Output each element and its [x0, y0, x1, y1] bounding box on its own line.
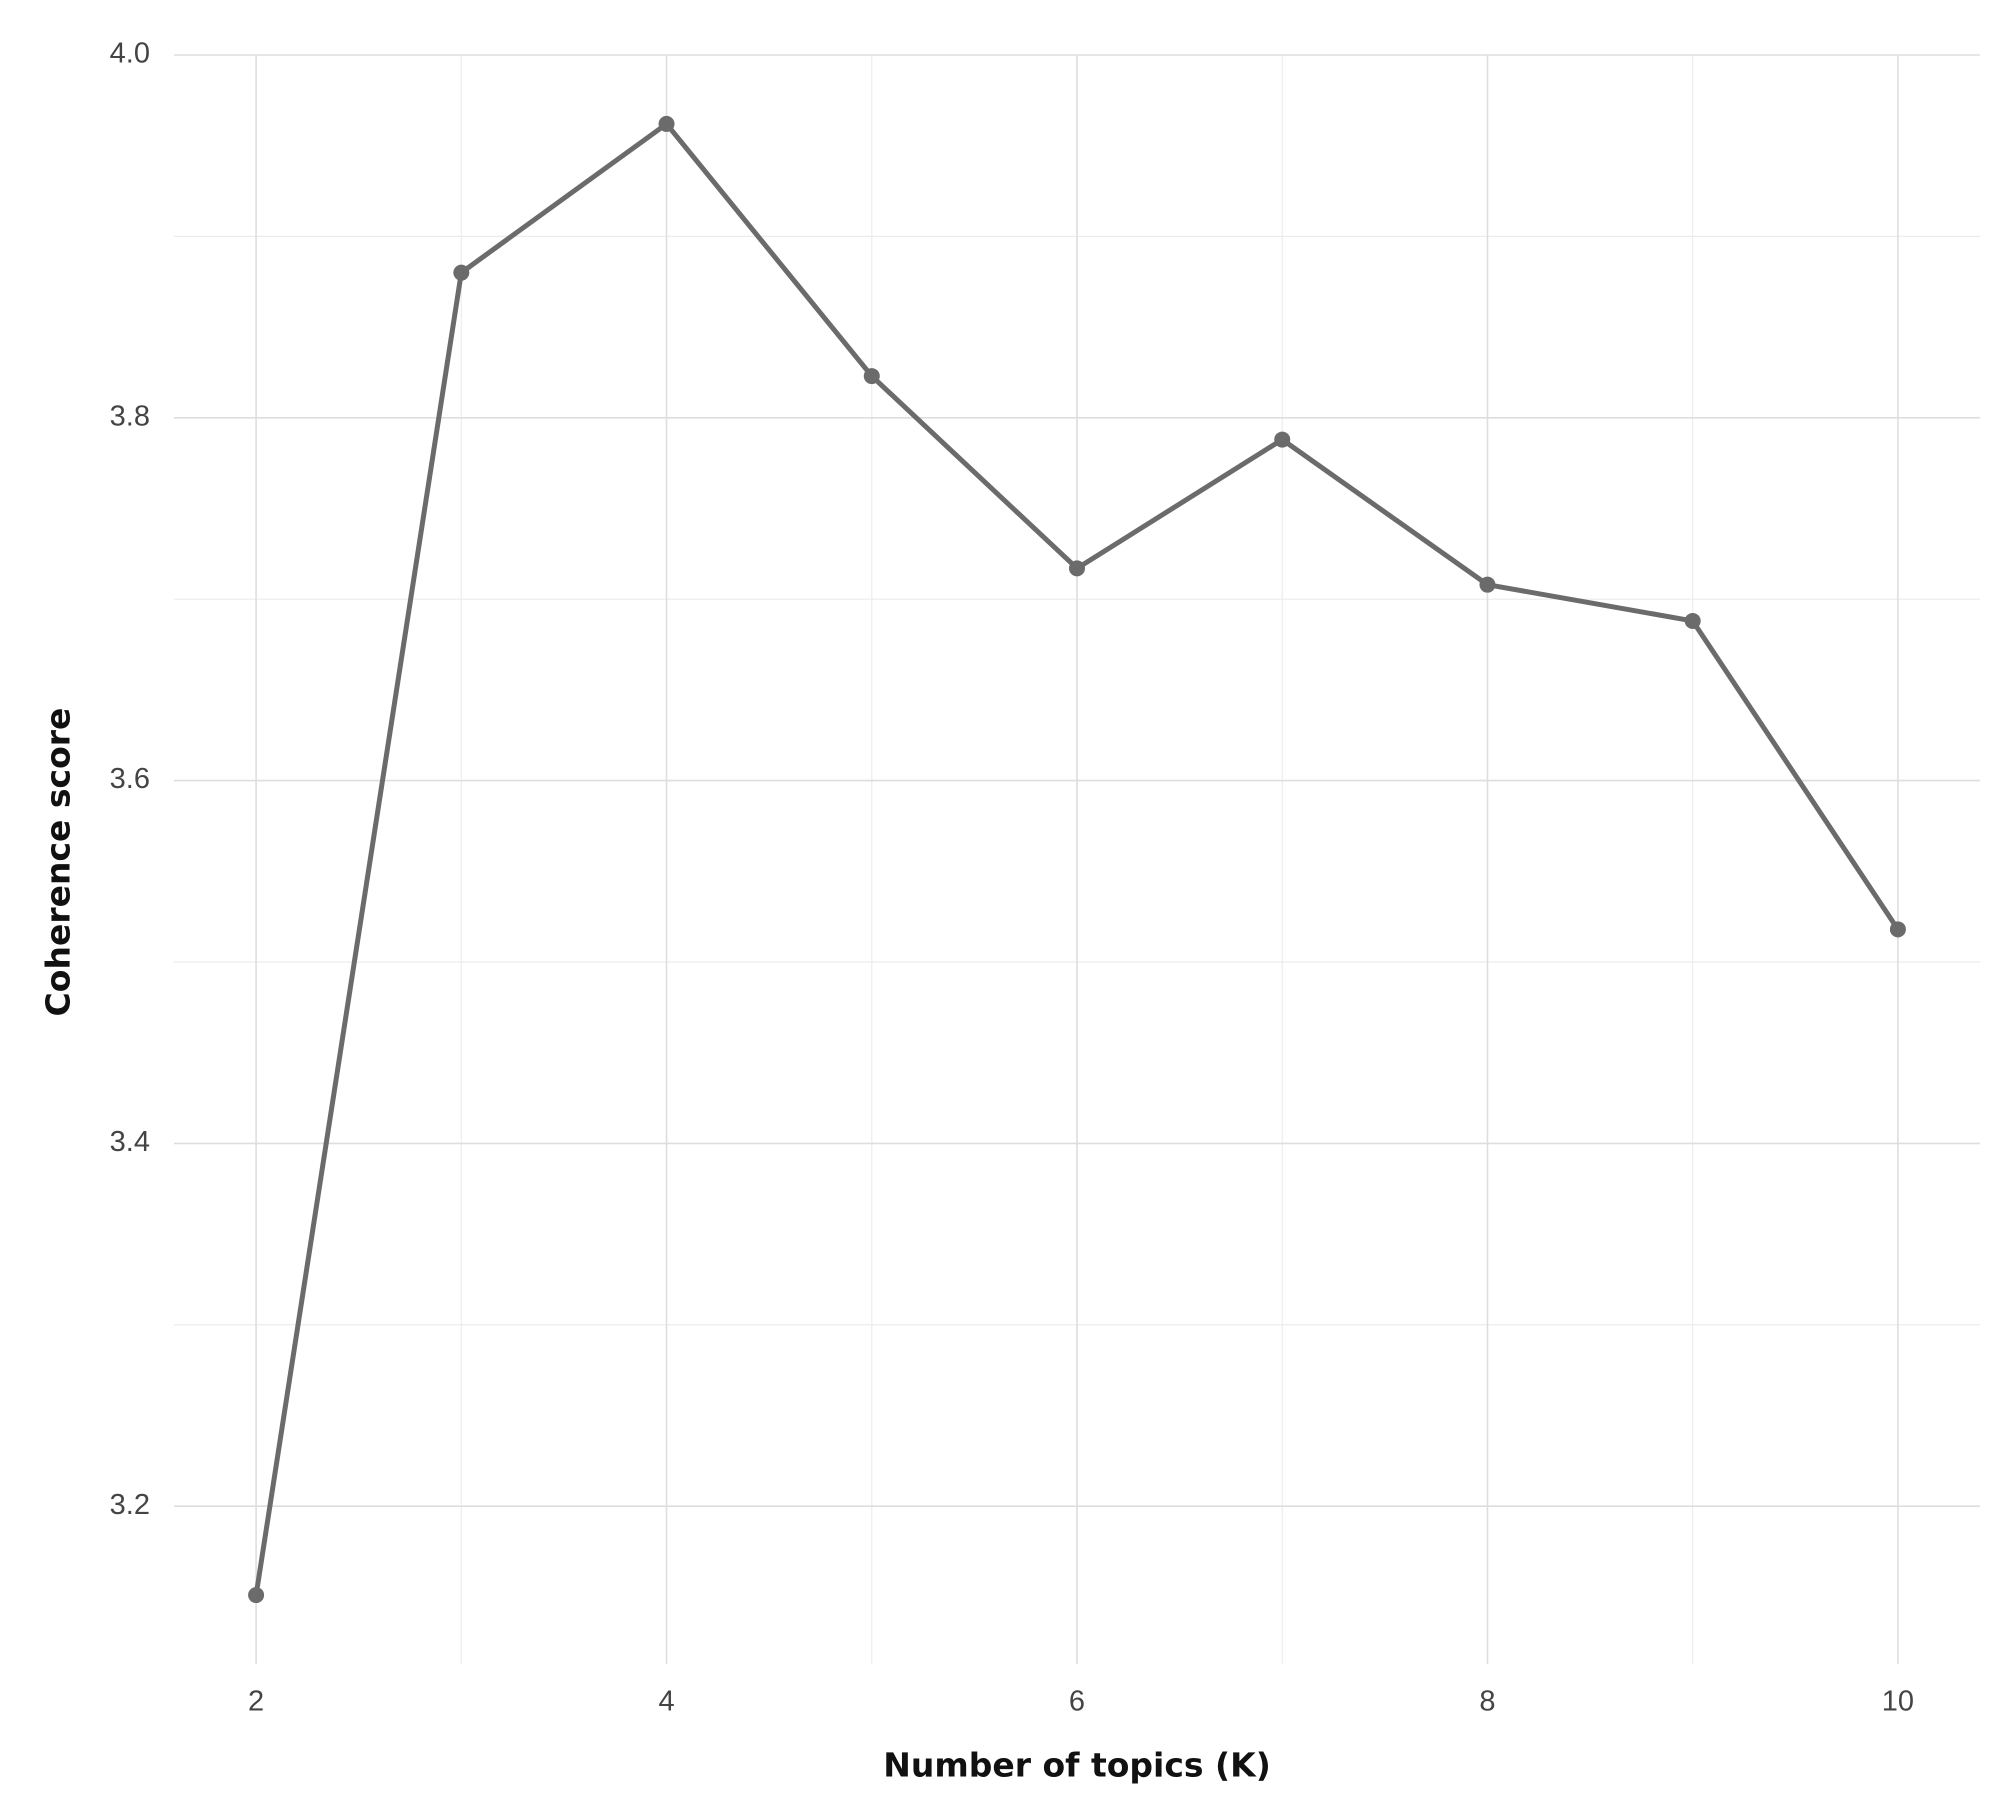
x-tick-label: 10 — [1882, 1686, 1914, 1718]
x-tick-label: 4 — [658, 1686, 674, 1718]
x-tick-label: 6 — [1069, 1686, 1085, 1718]
data-point — [453, 264, 470, 281]
x-axis-title: Number of topics (K) — [883, 1746, 1271, 1785]
data-point — [863, 368, 880, 385]
y-tick-label: 3.4 — [110, 1126, 150, 1158]
data-point — [658, 115, 675, 132]
y-tick-label: 3.6 — [110, 763, 150, 795]
data-point — [248, 1587, 265, 1604]
x-tick-label: 8 — [1479, 1686, 1495, 1718]
data-point — [1889, 921, 1906, 938]
y-tick-label: 4.0 — [110, 38, 150, 70]
data-point — [1479, 576, 1496, 593]
y-axis-title: Coherence score — [39, 708, 78, 1017]
y-tick-label: 3.2 — [110, 1489, 150, 1521]
data-point — [1684, 612, 1701, 629]
data-point — [1069, 560, 1085, 577]
x-tick-label: 2 — [248, 1686, 264, 1718]
y-tick-label: 3.8 — [110, 400, 150, 432]
data-point — [1274, 431, 1291, 448]
